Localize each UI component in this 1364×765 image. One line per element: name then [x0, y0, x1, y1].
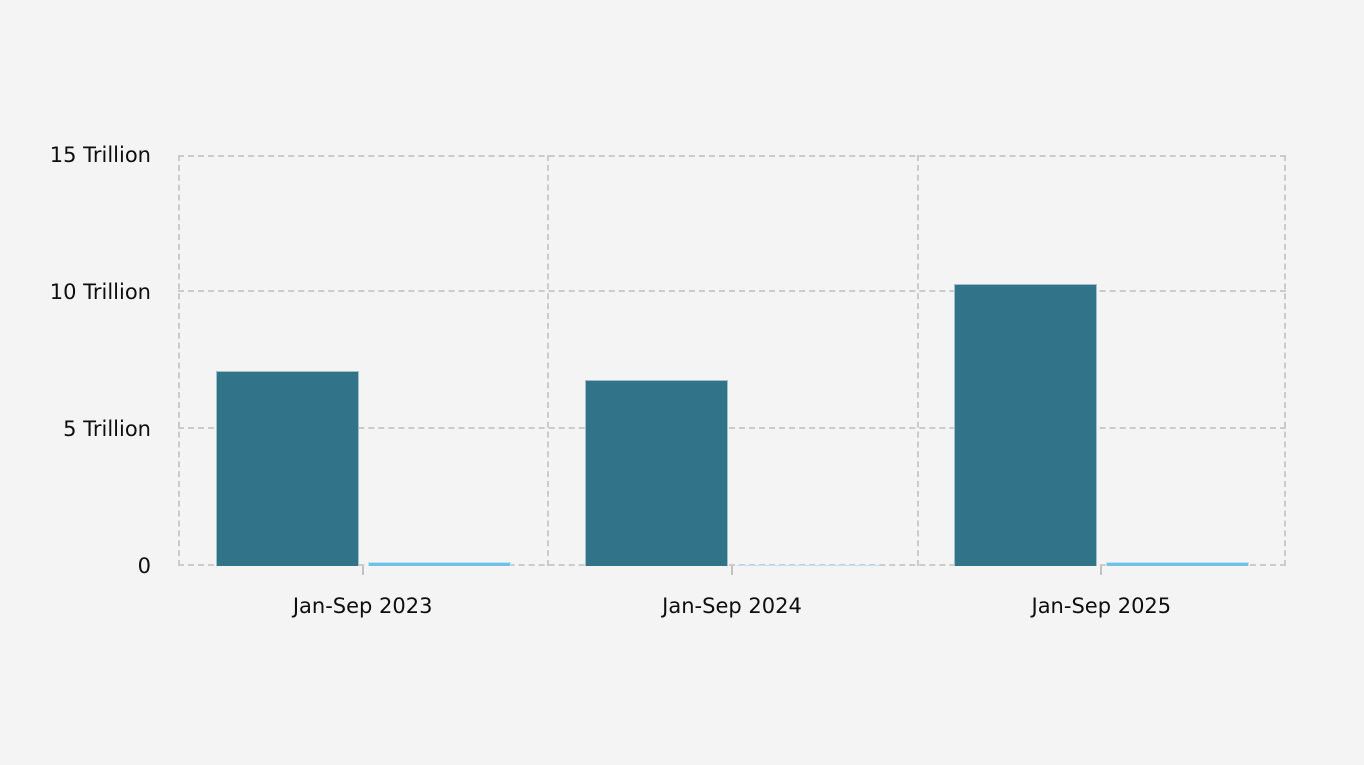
y-axis-tick-label-15: 15 Trillion — [49, 143, 151, 167]
bar-jan-sep-2025-light-blue — [1106, 561, 1250, 566]
gridline-y-0 — [178, 564, 1286, 566]
y-axis-tick-label-10: 10 Trillion — [49, 280, 151, 304]
x-axis-category-label-2023: Jan-Sep 2023 — [292, 594, 433, 618]
bar-jan-sep-2023-teal — [215, 371, 359, 566]
gridline-x-0 — [178, 155, 180, 566]
bar-jan-sep-2024-teal — [585, 379, 728, 566]
x-axis-category-label-2025: Jan-Sep 2025 — [1031, 594, 1172, 618]
bar-jan-sep-2023-light-blue — [367, 561, 511, 566]
gridline-y-10 — [178, 290, 1286, 292]
x-axis-tick-jan-sep-2025 — [1100, 566, 1103, 575]
gridline-x-2 — [916, 155, 919, 566]
y-axis-tick-label-0: 0 — [137, 554, 151, 578]
gridline-y-15 — [178, 155, 1286, 157]
y-axis-tick-label-5: 5 Trillion — [63, 417, 151, 441]
gridline-x-1 — [547, 155, 550, 566]
gridline-y-5 — [178, 427, 1286, 429]
bar-jan-sep-2024-light-blue — [737, 564, 880, 566]
gridline-x-3 — [1284, 155, 1286, 566]
x-axis-tick-jan-sep-2024 — [731, 566, 733, 575]
x-axis-tick-jan-sep-2023 — [361, 566, 364, 575]
x-axis-category-label-2024: Jan-Sep 2024 — [662, 594, 802, 618]
bar-jan-sep-2025-teal — [954, 283, 1098, 566]
plot-area — [178, 155, 1286, 575]
